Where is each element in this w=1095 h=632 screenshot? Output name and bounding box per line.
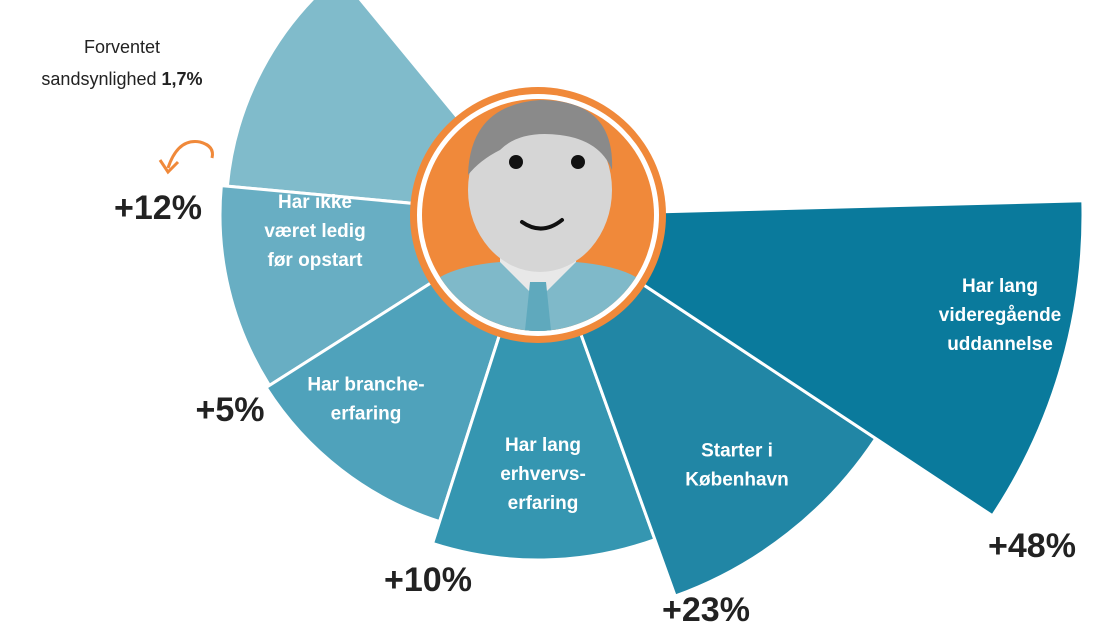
base-label: sandsynlighed 1,7% — [41, 69, 202, 89]
texts: Forventet sandsynlighed 1,7% Har ikke vær… — [41, 37, 1076, 629]
segment-label: København — [685, 470, 788, 491]
segment-label: Har lang — [962, 276, 1038, 297]
eye — [509, 155, 523, 169]
segment-change: +23% — [662, 591, 750, 629]
segment-label: Har lang — [505, 435, 581, 456]
portrait — [410, 87, 666, 343]
segment-label: erfaring — [508, 493, 579, 514]
segment — [430, 210, 657, 562]
base-label: sandsynlighed — [41, 69, 156, 89]
segment-label: erhvervs- — [500, 464, 586, 485]
segment-change: +12% — [114, 189, 202, 227]
segment-label: før opstart — [268, 250, 364, 271]
wedges — [218, 0, 1085, 598]
arrow-head — [158, 159, 180, 175]
segment-label: Starter i — [701, 441, 773, 462]
base-label: Forventet — [84, 37, 160, 57]
tie — [524, 282, 552, 331]
segment-label: været ledig — [264, 221, 365, 242]
arrow — [166, 140, 214, 169]
segment-change: +10% — [384, 561, 472, 599]
segment-label: Har branche- — [307, 375, 424, 396]
segment-label: erfaring — [331, 404, 402, 425]
eye — [571, 155, 585, 169]
face — [468, 108, 612, 272]
segment-change: +5% — [196, 391, 265, 429]
segment-label: videregående — [939, 305, 1062, 326]
hair — [468, 100, 613, 175]
segment-label: uddannelse — [947, 334, 1053, 355]
segment — [533, 199, 1085, 518]
segment-change: +48% — [988, 527, 1076, 565]
segment-label: Har ikke — [278, 192, 352, 213]
smile — [520, 218, 564, 231]
base-value: 1,7% — [162, 69, 203, 89]
